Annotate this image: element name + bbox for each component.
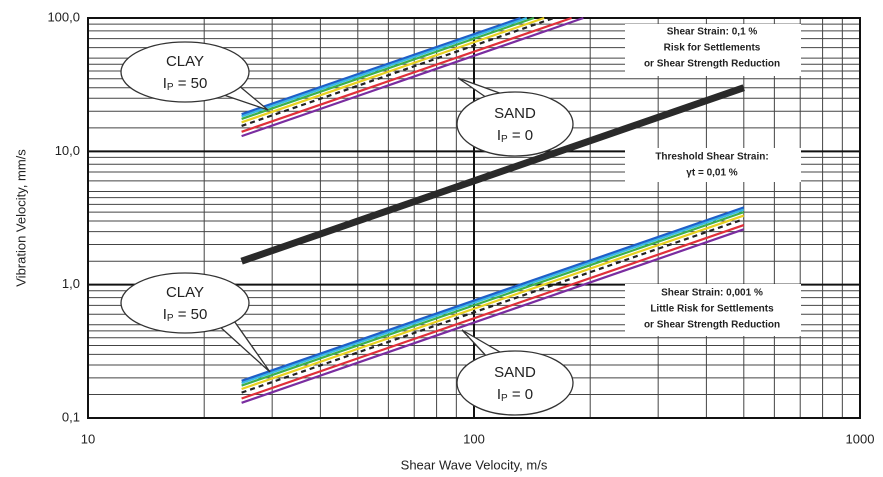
note-box	[625, 284, 801, 336]
note: Risk for Settlements	[664, 43, 761, 54]
series-line	[241, 218, 745, 394]
callout-label: IP = 0	[497, 127, 533, 145]
y-tick-label: 0,1	[62, 409, 80, 424]
callout-label: CLAY	[166, 284, 204, 301]
callout-bubble	[456, 91, 574, 157]
callout: SAND IP = 0	[456, 77, 574, 157]
x-tick-label: 1000	[846, 431, 875, 446]
x-axis-label: Shear Wave Velocity, m/s	[401, 457, 548, 472]
y-tick-label: 100,0	[47, 9, 80, 24]
note: or Shear Strength Reduction	[644, 320, 780, 331]
callout: CLAY IP = 50	[120, 41, 269, 111]
y-axis-label: Vibration Velocity, mm/s	[13, 149, 28, 287]
series-line	[241, 228, 745, 404]
y-tick-label: 10,0	[55, 143, 80, 158]
note-box	[625, 148, 801, 182]
series-line	[241, 16, 555, 127]
note: Shear Strain: 0,1 %	[667, 27, 758, 38]
series-line	[241, 16, 584, 138]
series-line	[241, 16, 545, 124]
callout: SAND IP = 0	[456, 329, 574, 416]
series-line	[241, 214, 745, 391]
callout-label: IP = 50	[163, 306, 208, 324]
note: Threshold Shear Strain:	[655, 152, 768, 163]
series-line	[241, 16, 528, 118]
series-line	[241, 16, 521, 116]
plot-frame	[87, 17, 861, 419]
lines	[240, 16, 745, 404]
note: or Shear Strength Reduction	[644, 59, 780, 70]
series-line	[241, 224, 745, 400]
callout-label: CLAY	[166, 53, 204, 70]
callout-bubble	[456, 350, 574, 416]
series-line	[241, 206, 745, 382]
callout-label: IP = 50	[163, 75, 208, 93]
note-box	[625, 24, 801, 76]
series-line	[241, 208, 745, 385]
callout-label: SAND	[494, 105, 536, 122]
series-line	[240, 84, 745, 265]
callout: CLAY IP = 50	[120, 272, 271, 373]
x-tick-label: 10	[81, 431, 95, 446]
callout-bubble	[120, 272, 250, 334]
callout-label: IP = 0	[497, 386, 533, 404]
series-line	[241, 16, 535, 120]
y-tick-label: 1,0	[62, 276, 80, 291]
note: Shear Strain: 0,001 %	[661, 288, 763, 299]
series-line	[241, 16, 572, 133]
callout-bubble	[120, 41, 250, 103]
callout-label: SAND	[494, 364, 536, 381]
note: γt = 0,01 %	[686, 168, 738, 179]
series-line	[241, 211, 745, 387]
note: Little Risk for Settlements	[650, 304, 774, 315]
x-tick-label: 100	[463, 431, 485, 446]
